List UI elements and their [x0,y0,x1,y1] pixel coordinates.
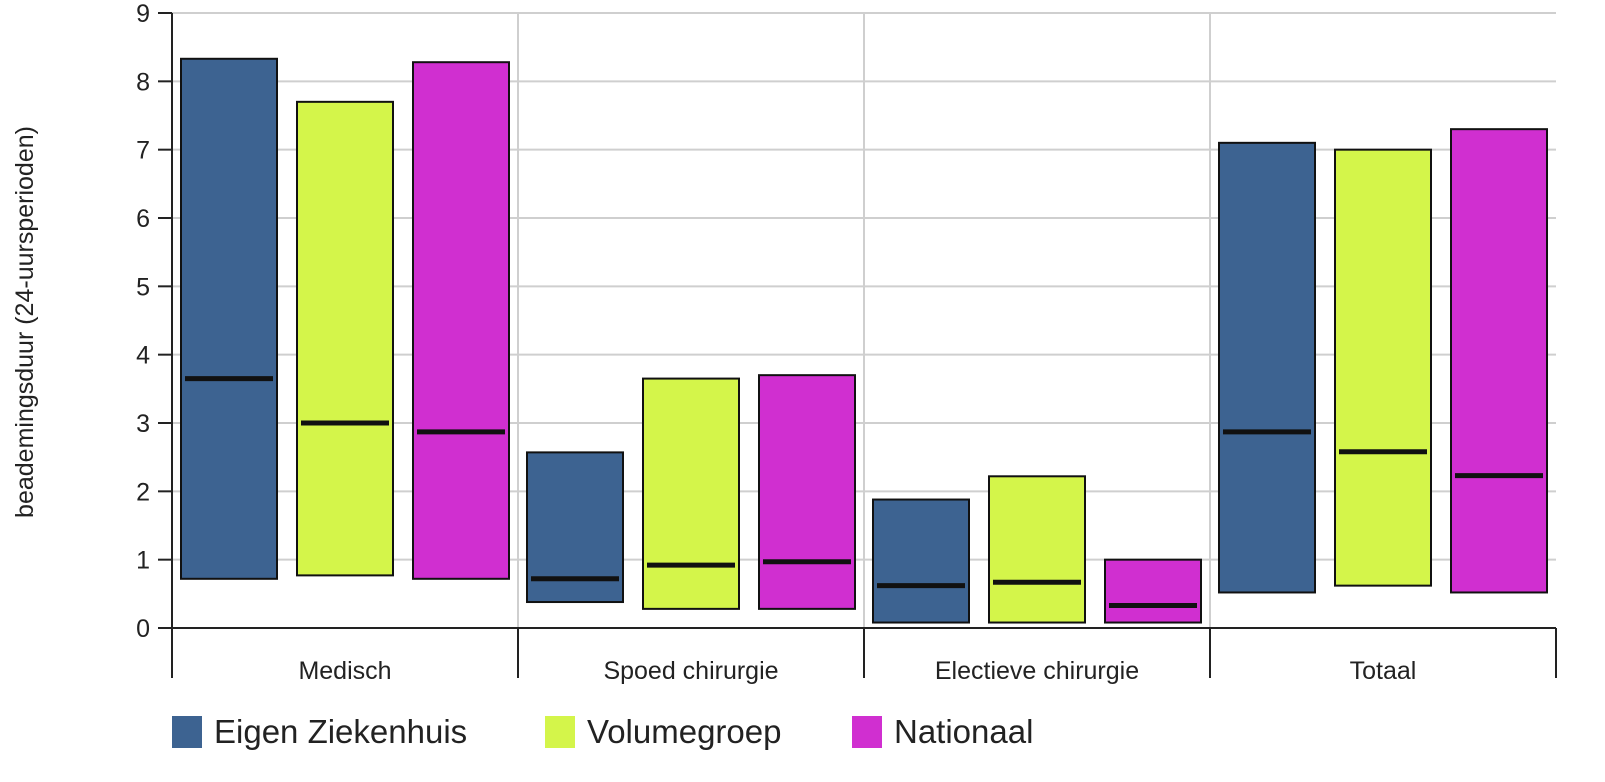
y-tick-label: 9 [136,0,150,28]
bar [180,57,278,580]
legend-swatch [852,716,882,748]
legend: Eigen Ziekenhuis Volumegroep Nationaal [172,713,1033,750]
bars [180,57,1548,624]
bar [296,100,394,577]
bar [1218,141,1316,594]
y-axis-label: beademingsduur (24-uursperioden) [11,126,39,518]
bar [1450,128,1548,594]
axes: 0 1 2 3 4 5 6 7 8 9 Medisch Spoed chirurgie Electiev… [136,0,1557,685]
x-tick-label: Medisch [298,657,391,685]
y-tick-label: 7 [136,137,150,165]
bar [872,498,970,624]
bar [1104,558,1202,624]
x-tick-label: Totaal [1350,657,1417,685]
legend-swatch [172,716,202,748]
bar [1334,148,1432,587]
y-tick-label: 4 [136,342,150,370]
bar [412,61,510,580]
legend-label: Eigen Ziekenhuis [214,713,467,750]
bar [642,377,740,610]
bar [988,475,1086,624]
x-tick-label: Electieve chirurgie [935,657,1139,685]
legend-label: Nationaal [894,713,1033,750]
bar [758,374,856,610]
legend-swatch [545,716,575,748]
y-tick-label: 1 [136,547,150,575]
legend-label: Volumegroep [587,713,781,750]
y-tick-label: 3 [136,410,150,438]
grid [172,12,1556,628]
x-tick-label: Spoed chirurgie [603,657,778,685]
y-tick-label: 6 [136,205,150,233]
y-tick-label: 8 [136,68,150,96]
y-tick-label: 2 [136,478,150,506]
y-tick-label: 5 [136,273,150,301]
y-tick-label: 0 [136,615,150,643]
